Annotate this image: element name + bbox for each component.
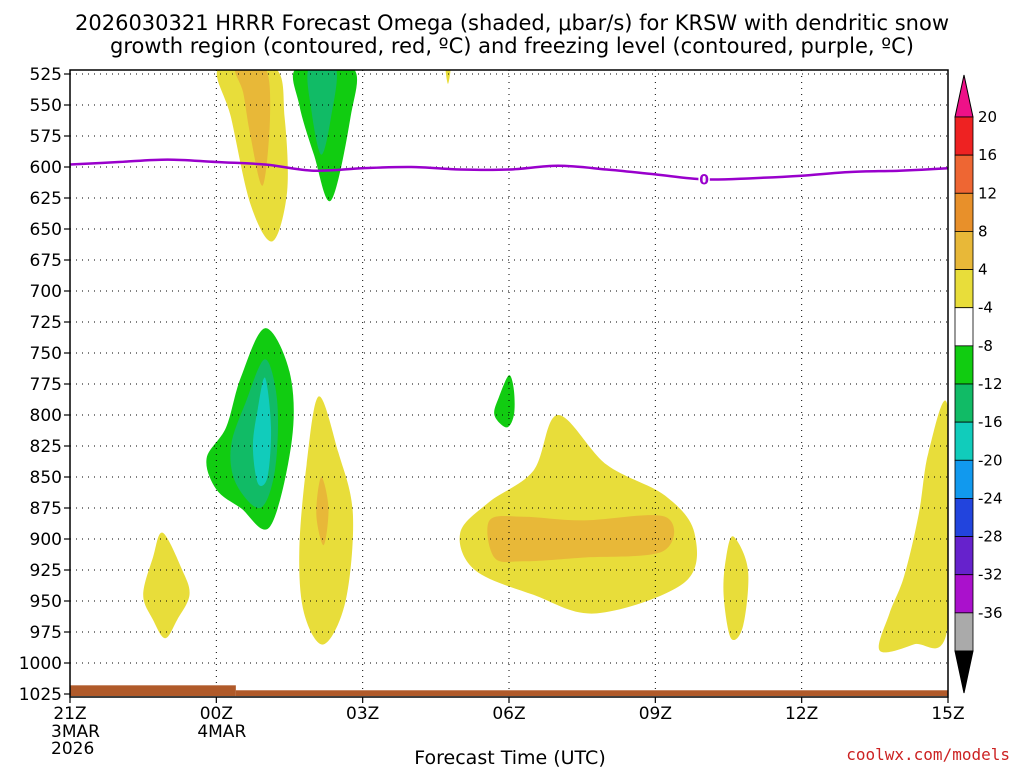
y-tick-label: 950: [30, 592, 62, 612]
x-tick-label: 03Z: [346, 704, 379, 724]
omega-positive-4-region: [723, 536, 749, 641]
colorbar-bottom-arrow: [954, 650, 974, 694]
colorbar-label: -4: [978, 299, 993, 317]
x-tick-label: 09Z: [639, 704, 672, 724]
y-tick-label: 800: [30, 406, 62, 426]
omega-positive-8-region: [316, 476, 329, 546]
x-tick-label: 12Z: [785, 704, 818, 724]
y-tick-label: 975: [30, 623, 62, 643]
colorbar-label: 4: [978, 261, 988, 279]
colorbar-label: 16: [978, 146, 997, 164]
y-tick-label: 875: [30, 499, 62, 519]
colorbar-top-arrow: [954, 74, 974, 118]
colorbar-swatch: [954, 116, 974, 156]
y-tick-label: 1025: [19, 685, 62, 705]
x-tick-label: 15Z: [931, 704, 964, 724]
colorbar-label: -16: [978, 413, 1003, 431]
y-tick-label: 650: [30, 220, 62, 240]
terrain-surface: [70, 685, 236, 696]
freezing-level-label: 0: [699, 172, 709, 188]
y-tick-label: 900: [30, 530, 62, 550]
colorbar-swatch: [954, 612, 974, 652]
chart-title-line2: growth region (contoured, red, ºC) and f…: [110, 34, 914, 58]
y-tick-label: 850: [30, 468, 62, 488]
omega-negative-12-region: [252, 377, 272, 486]
colorbar-label: -24: [978, 489, 1003, 507]
x-tick-year: 2026: [51, 739, 94, 759]
colorbar-label: -20: [978, 451, 1003, 469]
y-tick-label: 700: [30, 282, 62, 302]
y-tick-label: 725: [30, 313, 62, 333]
x-axis-label: Forecast Time (UTC): [414, 747, 605, 768]
y-tick-label: 575: [30, 127, 62, 147]
y-tick-label: 775: [30, 375, 62, 395]
omega-negative-8-region: [307, 70, 337, 155]
omega-regions: [143, 70, 948, 653]
chart-title-line1: 2026030321 HRRR Forecast Omega (shaded, …: [75, 11, 949, 35]
y-tick-label: 675: [30, 251, 62, 271]
omega-positive-4-region: [143, 532, 190, 639]
colorbar-swatch: [954, 459, 974, 499]
colorbar: 20 16 12 8 4 -4 -8 -12 -16 -20 -24 -28 -32 -36: [954, 74, 1003, 694]
y-tick-label: 925: [30, 561, 62, 581]
omega-positive-4-region: [459, 414, 698, 614]
colorbar-swatch: [954, 498, 974, 537]
colorbar-swatch: [954, 536, 974, 576]
colorbar-swatch: [954, 231, 974, 270]
colorbar-label: 12: [978, 184, 997, 202]
colorbar-swatch: [954, 269, 974, 309]
omega-positive-4-region: [445, 70, 451, 84]
colorbar-label: -36: [978, 604, 1003, 622]
colorbar-label: -28: [978, 528, 1003, 546]
freezing-level-line: [69, 158, 949, 181]
omega-negative-4-region: [494, 375, 515, 428]
colorbar-label: 8: [978, 222, 988, 240]
colorbar-swatch: [954, 345, 974, 385]
omega-positive-4-region: [216, 70, 288, 242]
colorbar-swatch: [954, 154, 974, 194]
credit-link[interactable]: coolwx.com/models: [846, 745, 1010, 764]
y-tick-label: 525: [30, 65, 62, 85]
y-tick-label: 750: [30, 344, 62, 364]
x-tick-date: 3MAR: [51, 722, 100, 742]
omega-positive-4-region: [878, 400, 948, 653]
plot-area: 0 525 550 575 600 625 650 675 700 725 750 775 800 825…: [19, 65, 965, 759]
colorbar-label: 20: [978, 108, 997, 126]
x-tick-label: 06Z: [492, 704, 525, 724]
omega-positive-8-region: [235, 70, 271, 186]
colorbar-swatch: [954, 383, 974, 423]
y-tick-label: 1000: [19, 654, 62, 674]
colorbar-swatch: [954, 421, 974, 461]
y-tick-label: 625: [30, 189, 62, 209]
x-tick-date: 4MAR: [197, 722, 246, 742]
colorbar-label: -8: [978, 337, 993, 355]
x-tick-label: 00Z: [200, 704, 233, 724]
x-tick-label: 21Z: [53, 704, 86, 724]
y-tick-label: 550: [30, 96, 62, 116]
y-tick-label: 600: [30, 158, 62, 178]
colorbar-label: -32: [978, 566, 1003, 584]
colorbar-swatch: [954, 307, 974, 347]
colorbar-swatch: [954, 192, 974, 232]
colorbar-label: -12: [978, 375, 1003, 393]
colorbar-swatch: [954, 574, 974, 614]
terrain-surface: [235, 690, 948, 696]
gridlines: [70, 70, 948, 697]
y-tick-label: 825: [30, 437, 62, 457]
